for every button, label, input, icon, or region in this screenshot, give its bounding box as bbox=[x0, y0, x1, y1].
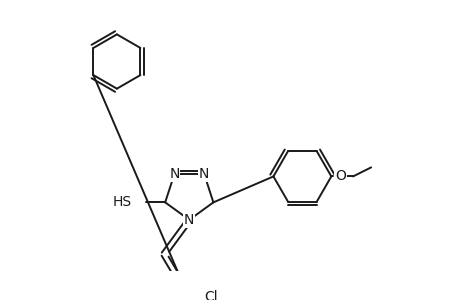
Text: N: N bbox=[199, 167, 209, 181]
Text: HS: HS bbox=[112, 195, 131, 209]
Text: Cl: Cl bbox=[204, 290, 218, 300]
Text: N: N bbox=[169, 167, 179, 181]
Text: N: N bbox=[184, 213, 194, 227]
Text: O: O bbox=[334, 169, 345, 183]
